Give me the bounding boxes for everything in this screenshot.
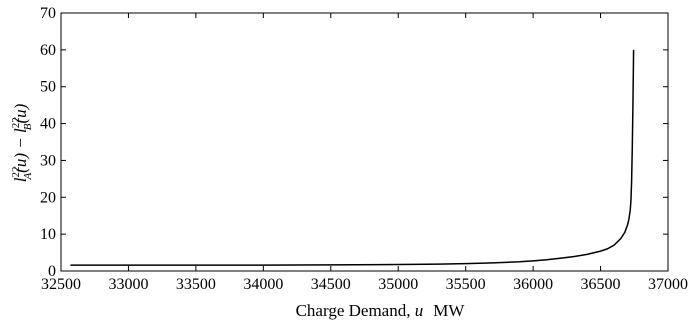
y-tick-label: 10 <box>40 226 56 243</box>
x-tick-label: 36500 <box>581 276 621 293</box>
x-tick-label: 33000 <box>108 276 148 293</box>
x-axis-label: Charge Demand, u MW <box>296 301 466 320</box>
x-tick-label: 34500 <box>311 276 351 293</box>
x-tick-label: 35500 <box>446 276 486 293</box>
x-tick-label: 35000 <box>378 276 418 293</box>
x-tick-label: 37000 <box>648 276 688 293</box>
y-tick-label: 50 <box>40 79 56 96</box>
y-tick-label: 0 <box>48 263 56 280</box>
x-tick-label: 32500 <box>41 276 81 293</box>
y-tick-label: 70 <box>40 5 56 22</box>
y-axis-ticks: 0 10 20 30 40 50 60 70 <box>40 5 668 280</box>
y-tick-label: 30 <box>40 152 56 169</box>
y-tick-label: 60 <box>40 42 56 59</box>
x-tick-label: 36000 <box>513 276 553 293</box>
x-axis-ticks: 32500 33000 33500 34000 34500 35000 35500 36000… <box>41 13 688 293</box>
y-tick-label: 20 <box>40 189 56 206</box>
y-axis-label: l22A(u) − l22B(u) <box>10 103 34 182</box>
plot-frame <box>61 13 668 271</box>
series-line <box>70 50 633 265</box>
x-tick-label: 33500 <box>176 276 216 293</box>
svg-text:l22A(u) − l22B(u): l22A(u) − l22B(u) <box>10 103 34 182</box>
y-tick-label: 40 <box>40 116 56 133</box>
x-tick-label: 34000 <box>243 276 283 293</box>
